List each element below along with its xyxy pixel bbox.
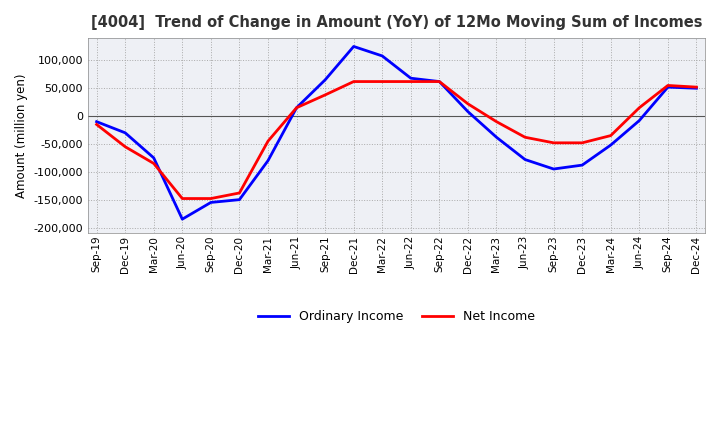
Net Income (635, 105, 644, 110)
Net Income (264, 139, 272, 144)
Net Income (549, 140, 558, 146)
Net Income (321, 92, 330, 98)
Net Income (349, 79, 358, 84)
Ordinary Income (635, 118, 644, 123)
Net Income (178, 196, 186, 201)
Net Income (292, 105, 301, 110)
Ordinary Income (521, 157, 529, 162)
Y-axis label: Amount (million yen): Amount (million yen) (15, 73, 28, 198)
Ordinary Income (435, 79, 444, 84)
Ordinary Income (492, 135, 501, 140)
Ordinary Income (692, 86, 701, 91)
Ordinary Income (349, 44, 358, 49)
Net Income (235, 191, 244, 196)
Ordinary Income (121, 130, 130, 136)
Ordinary Income (378, 53, 387, 59)
Net Income (207, 196, 215, 201)
Net Income (92, 122, 101, 127)
Ordinary Income (178, 216, 186, 222)
Ordinary Income (264, 158, 272, 163)
Net Income (664, 83, 672, 88)
Net Income (492, 119, 501, 125)
Net Income (692, 84, 701, 90)
Line: Ordinary Income: Ordinary Income (96, 47, 696, 219)
Net Income (521, 135, 529, 140)
Ordinary Income (321, 77, 330, 83)
Net Income (378, 79, 387, 84)
Net Income (606, 133, 615, 138)
Ordinary Income (235, 197, 244, 202)
Ordinary Income (150, 155, 158, 161)
Ordinary Income (606, 143, 615, 148)
Net Income (121, 144, 130, 149)
Title: [4004]  Trend of Change in Amount (YoY) of 12Mo Moving Sum of Incomes: [4004] Trend of Change in Amount (YoY) o… (91, 15, 702, 30)
Line: Net Income: Net Income (96, 81, 696, 198)
Ordinary Income (407, 76, 415, 81)
Net Income (435, 79, 444, 84)
Legend: Ordinary Income, Net Income: Ordinary Income, Net Income (253, 305, 540, 328)
Ordinary Income (549, 166, 558, 172)
Net Income (407, 79, 415, 84)
Net Income (464, 101, 472, 106)
Ordinary Income (664, 84, 672, 90)
Ordinary Income (207, 200, 215, 205)
Net Income (578, 140, 587, 146)
Net Income (150, 161, 158, 166)
Ordinary Income (92, 119, 101, 125)
Ordinary Income (464, 109, 472, 114)
Ordinary Income (578, 162, 587, 168)
Ordinary Income (292, 105, 301, 110)
